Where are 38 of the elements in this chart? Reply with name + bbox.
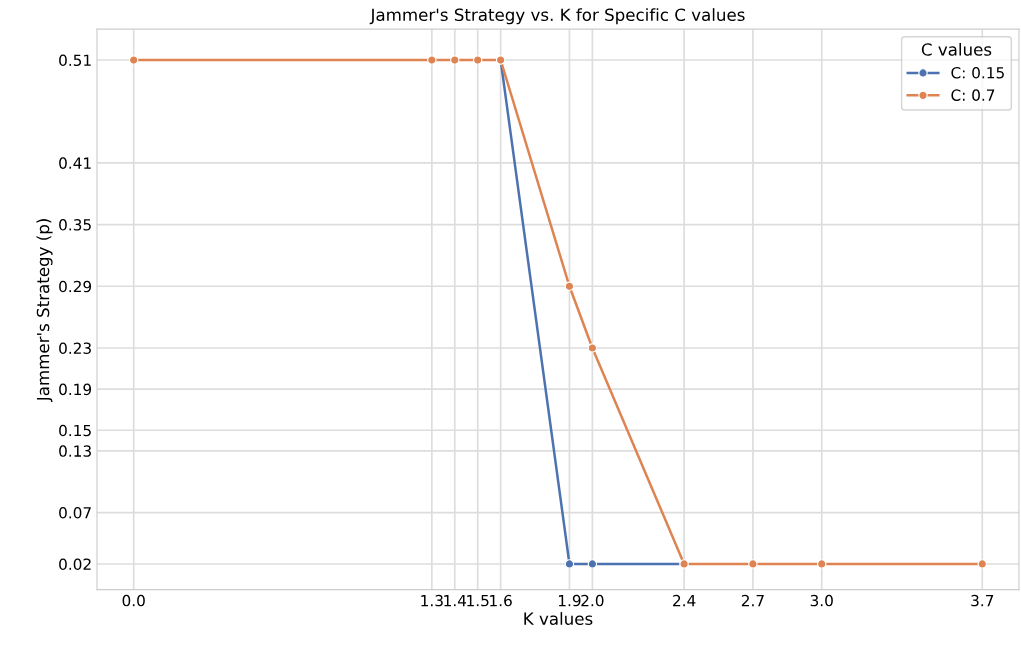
x-tick-label: 2.4	[673, 594, 696, 607]
x-axis-title: K values	[524, 612, 593, 626]
point	[450, 55, 460, 65]
x-tick-label: 2.7	[741, 594, 764, 607]
x-tick-label: 3.0	[810, 594, 833, 607]
x-tick-label: 1.5	[467, 595, 489, 607]
x-tick-label: 3.7	[971, 594, 994, 607]
y-tick-label: 0.15	[59, 424, 91, 437]
y-tick-label: 0.29	[59, 280, 92, 293]
y-tick-label: 0.41	[59, 157, 91, 169]
y-tick-label: 0.19	[59, 383, 92, 396]
y-tick-label: 0.13	[59, 445, 91, 457]
point	[472, 55, 483, 65]
point	[564, 559, 575, 569]
point	[748, 559, 758, 569]
legend-label: C: 0.7	[951, 89, 995, 101]
x-tick-label: 0.0	[122, 594, 145, 607]
y-tick-label: 0.35	[59, 219, 91, 231]
y-axis-title: Jammer's Strategy (p)	[36, 219, 53, 403]
point	[587, 343, 598, 353]
y-tick-label: 0.07	[59, 507, 91, 519]
point	[564, 281, 575, 292]
legend-title: C values	[921, 42, 992, 56]
x-tick-label: 1.9	[558, 594, 581, 607]
legend-label: C: 0.15	[951, 66, 1004, 79]
x-tick-label: 1.6	[490, 594, 512, 607]
point	[587, 559, 598, 569]
y-tick-label: 0.02	[59, 558, 91, 570]
x-tick-label: 1.4	[444, 595, 467, 607]
y-tick-label: 0.23	[59, 342, 91, 355]
chart-title: Jammer's Strategy vs. K for Specific C values	[369, 8, 745, 25]
x-tick-label: 1.3	[421, 594, 443, 607]
y-tick-label: 0.51	[59, 54, 91, 67]
point	[128, 55, 139, 65]
point	[427, 55, 437, 65]
point	[977, 559, 987, 569]
point	[817, 559, 827, 569]
x-tick-label: 2.0	[581, 594, 604, 607]
